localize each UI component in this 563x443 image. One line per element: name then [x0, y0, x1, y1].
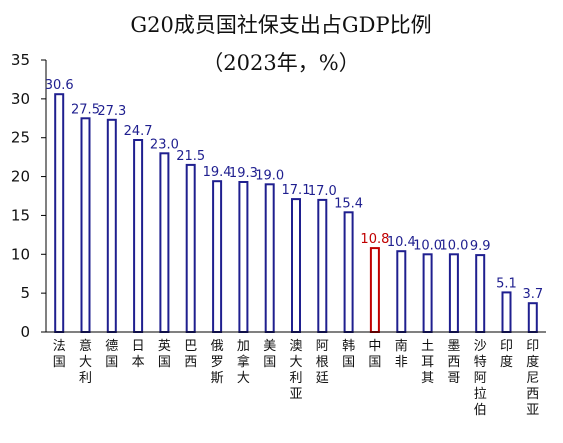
x-tick-label: 沙特阿拉伯 [474, 339, 487, 418]
y-tick-label: 20 [11, 168, 30, 186]
bar [527, 302, 538, 334]
bar [422, 253, 433, 333]
bar [133, 139, 144, 333]
data-label: 19.3 [229, 166, 258, 181]
data-label: 21.5 [176, 149, 205, 164]
x-tick-label: 印度 [500, 339, 513, 370]
bar [159, 152, 170, 333]
data-label: 17.0 [308, 184, 337, 199]
x-tick-label: 澳大利亚 [289, 338, 302, 402]
bar [291, 198, 301, 333]
data-label: 15.4 [334, 196, 363, 211]
x-tick-label: 英国 [158, 339, 171, 370]
x-tick-label: 俄罗斯 [211, 339, 224, 386]
data-label: 3.7 [522, 287, 543, 302]
bar [501, 291, 512, 333]
data-label: 27.3 [97, 104, 126, 119]
bar [54, 93, 65, 333]
data-label: 17.1 [282, 183, 311, 198]
y-tick-label: 25 [11, 129, 30, 147]
bar [317, 198, 328, 333]
x-tick-label: 土耳其 [421, 339, 434, 386]
bar [106, 118, 117, 333]
y-tick-label: 15 [11, 206, 30, 224]
data-label: 10.0 [439, 238, 468, 253]
x-tick-label: 美国 [263, 339, 276, 370]
x-tick-label: 阿根廷 [316, 339, 329, 386]
bar [448, 253, 459, 333]
bar [80, 117, 91, 333]
bar [238, 181, 249, 333]
x-tick-label: 中国 [368, 339, 381, 370]
y-axis: 0 5 10 15 20 25 30 35 [11, 51, 47, 341]
value-labels: 30.6 27.527.3 24.723.021.519.419.319.017.1… [45, 78, 543, 302]
x-tick-label: 加拿大 [237, 339, 250, 386]
data-label: 27.5 [71, 102, 100, 117]
bar [343, 211, 354, 333]
data-label: 5.1 [496, 276, 517, 291]
y-tick-label: 10 [11, 245, 30, 263]
x-tick-label: 德国 [105, 339, 118, 370]
data-label: 10.4 [387, 235, 416, 250]
y-tick-label: 0 [20, 323, 30, 341]
y-tick-label: 30 [11, 90, 30, 108]
y-tick-label: 35 [11, 51, 30, 69]
bar [396, 250, 407, 333]
bar [475, 254, 486, 334]
x-tick-label: 日本 [132, 339, 145, 370]
data-label: 30.6 [45, 78, 74, 93]
chart-title: G20成员国社保支出占GDP比例 [130, 13, 431, 37]
bar [212, 180, 223, 333]
chart-subtitle: （2023年，%） [202, 51, 359, 75]
data-label: 9.9 [470, 239, 491, 254]
data-label: 10.8 [360, 232, 389, 247]
data-label: 23.0 [150, 137, 179, 152]
x-tick-label: 意大利 [79, 338, 92, 386]
x-tick-label: 墨西哥 [447, 339, 460, 386]
x-tick-label: 巴西 [184, 339, 197, 370]
x-tick-label: 印度尼西亚 [526, 339, 539, 418]
x-tick-label: 韩国 [342, 339, 355, 370]
data-label: 19.4 [203, 165, 232, 180]
data-label: 10.0 [413, 238, 442, 253]
bar [185, 163, 196, 333]
x-tick-label: 南非 [395, 338, 408, 370]
data-label: 19.0 [255, 168, 284, 183]
data-label: 24.7 [124, 124, 153, 139]
y-tick-label: 5 [20, 284, 30, 302]
x-tick-label: 法国 [53, 339, 66, 370]
bar [264, 183, 275, 333]
bar [369, 247, 380, 334]
